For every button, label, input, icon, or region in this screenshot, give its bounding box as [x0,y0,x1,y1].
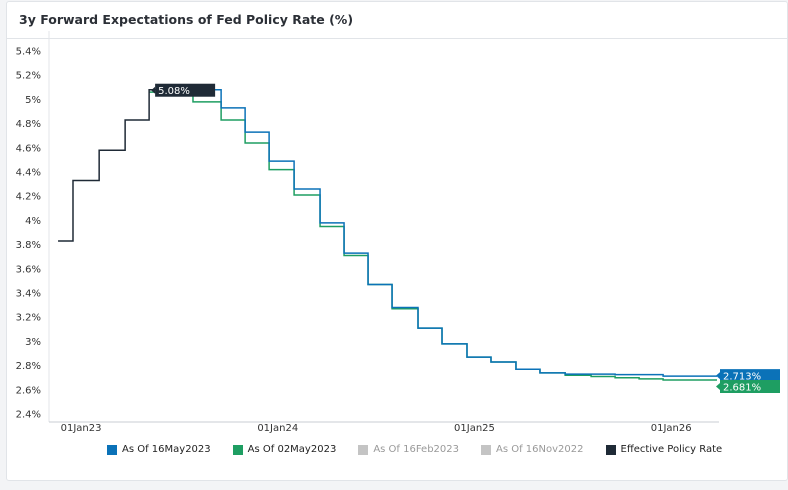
x-tick-label: 01Jan24 [257,423,298,434]
y-tick-label: 3% [25,337,41,348]
end-label-16may2023-pointer [716,372,720,380]
legend-label: As Of 16May2023 [122,444,211,455]
legend-label: As Of 02May2023 [247,444,337,455]
legend-item[interactable]: As Of 16Feb2023 [358,444,459,455]
y-tick-label: 5% [25,95,41,106]
end-label-16may2023: 2.713% [723,372,761,383]
y-tick-label: 4% [25,216,41,227]
y-tick-label: 5.2% [16,71,41,82]
legend-item[interactable]: As Of 02May2023 [232,444,337,455]
end-label-16may2023-bg [720,369,780,383]
x-tick-label: 01Jan25 [454,423,495,434]
y-tick-label: 5.4% [16,47,41,58]
y-tick-label: 2.6% [16,385,41,396]
y-tick-label: 4.4% [16,168,41,179]
label-effective-policy-rate-bg [155,83,216,97]
legend-item[interactable]: Effective Policy Rate [605,444,723,455]
chart-card: 3y Forward Expectations of Fed Policy Ra… [6,1,788,481]
legend-label: Effective Policy Rate [620,444,723,455]
end-label-02may2023-pointer [716,382,720,390]
chart-title: 3y Forward Expectations of Fed Policy Ra… [19,12,354,27]
legend-swatch [358,444,369,455]
y-tick-label: 2.4% [16,410,41,421]
y-tick-label: 4.6% [16,143,41,154]
card-header: 3y Forward Expectations of Fed Policy Ra… [7,2,787,39]
y-tick-label: 3.4% [16,289,41,300]
legend-label: As Of 16Nov2022 [496,444,584,455]
y-tick-label: 4.2% [16,192,41,203]
y-tick-label: 3.8% [16,240,41,251]
legend-swatch [481,444,491,455]
series-line-as-of-02may2023 [149,91,717,381]
y-tick-label: 3.6% [16,264,41,275]
series-line-effective-policy-rate [58,88,162,242]
chart-plot: 2.4% 2.6% 2.8% 3% 3.2% 3.4% 3.6% 3.8% 4% 4.2% 4.4%… [16,31,780,434]
legend-item[interactable]: As Of 16Nov2022 [481,444,584,455]
legend-label: As Of 16Feb2023 [373,444,459,455]
y-tick-label: 3.2% [16,313,41,324]
end-label-02may2023: 2.681% [723,382,761,393]
legend-swatch [107,444,117,455]
legend-swatch [232,444,243,455]
legend-swatch [605,444,616,455]
x-tick-label: 01Jan23 [61,423,102,434]
series-line-as-of-16may2023 [149,88,717,377]
y-tick-label: 2.8% [16,361,41,372]
y-tick-label: 4.8% [16,119,41,130]
legend-item[interactable]: As Of 16May2023 [107,444,211,455]
label-effective-policy-rate-pointer [151,86,156,94]
x-tick-label: 01Jan26 [651,423,692,434]
label-effective-policy-rate: 5.08% [158,86,190,97]
end-label-02may2023-bg [720,379,780,393]
legend: As Of 16May2023 As Of 02May2023 As Of 16Fe… [107,444,722,455]
